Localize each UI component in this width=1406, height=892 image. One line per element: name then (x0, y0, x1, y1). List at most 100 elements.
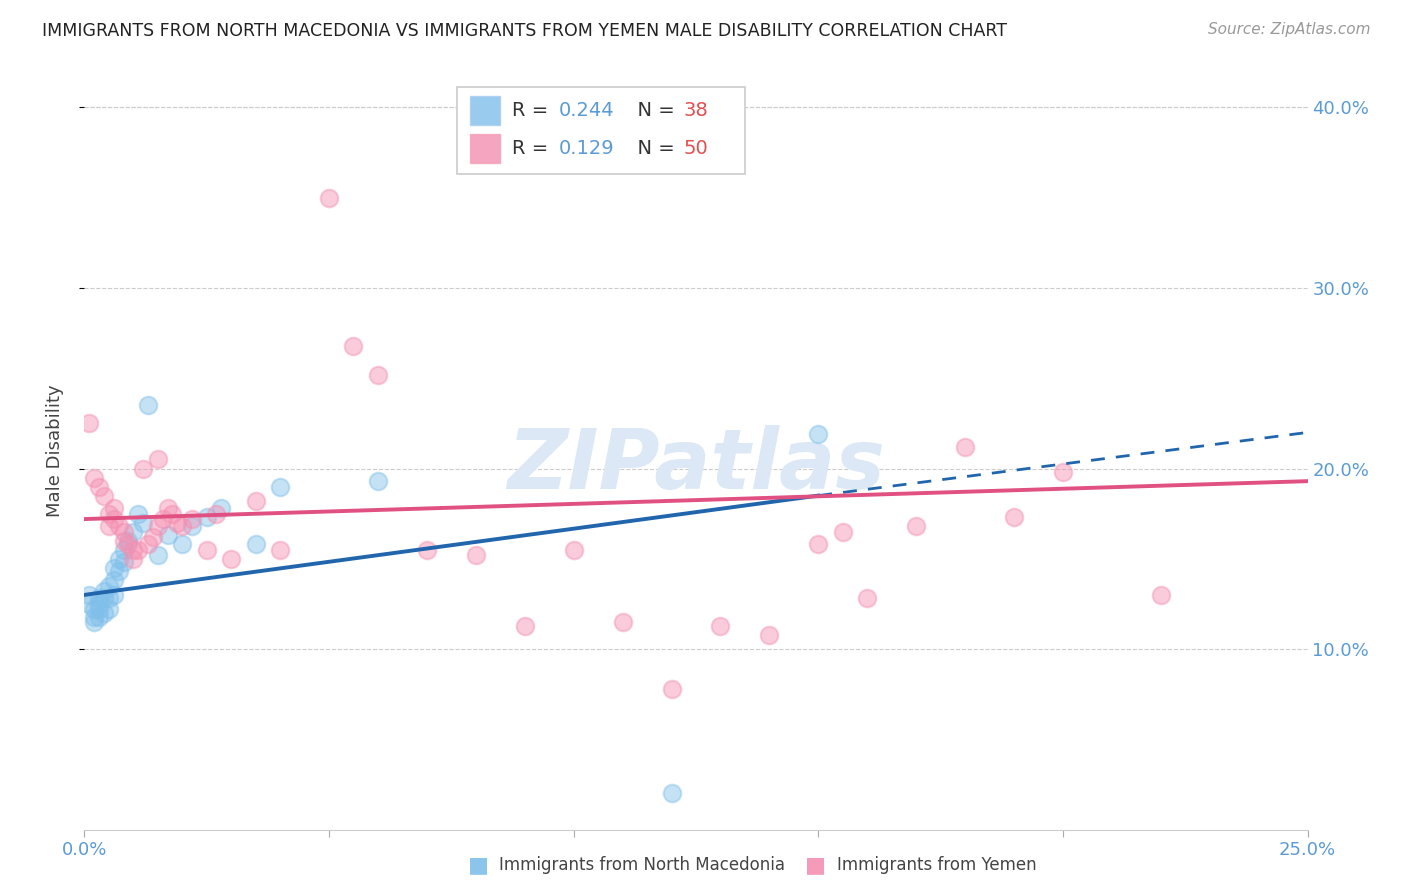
Text: ■: ■ (468, 855, 488, 875)
Text: Source: ZipAtlas.com: Source: ZipAtlas.com (1208, 22, 1371, 37)
Point (172, 519, 194, 533)
Point (122, 551, 145, 566)
Point (661, 681, 683, 696)
Point (107, 519, 129, 533)
Point (195, 542, 218, 557)
Point (1150, 588, 1173, 602)
Point (152, 512, 174, 526)
Point (97, 602, 120, 616)
Point (807, 537, 830, 551)
Point (166, 516, 188, 530)
Point (83, 609, 105, 624)
Point (367, 474, 389, 488)
Point (269, 542, 291, 557)
Point (132, 461, 155, 475)
Point (146, 519, 169, 533)
Point (661, 787, 683, 801)
Point (181, 519, 204, 533)
Text: 0.244: 0.244 (560, 102, 614, 120)
Point (87, 597, 110, 611)
Point (562, 542, 585, 557)
Point (107, 565, 129, 579)
Point (758, 627, 780, 641)
Point (122, 524, 145, 539)
Point (513, 618, 536, 632)
Point (318, 191, 340, 205)
Point (77, 588, 100, 602)
FancyBboxPatch shape (457, 87, 745, 174)
Point (112, 542, 135, 557)
Point (112, 524, 135, 539)
Text: Immigrants from Yemen: Immigrants from Yemen (837, 856, 1036, 874)
Point (156, 501, 179, 516)
Point (245, 494, 267, 508)
Point (367, 368, 389, 382)
Point (87, 479, 110, 493)
Point (172, 537, 194, 551)
Text: N =: N = (626, 102, 681, 120)
Point (103, 574, 125, 588)
Point (831, 524, 853, 539)
Point (195, 510, 218, 524)
Text: R =: R = (513, 102, 555, 120)
Text: 0.129: 0.129 (560, 139, 614, 158)
Point (142, 530, 165, 544)
Point (97, 519, 120, 533)
Point (117, 537, 139, 551)
Text: N =: N = (626, 139, 681, 158)
Point (162, 507, 184, 521)
Point (93, 606, 115, 620)
Point (83, 615, 105, 629)
Text: 50: 50 (683, 139, 709, 158)
Point (612, 615, 634, 629)
Point (464, 548, 486, 562)
Text: R =: R = (513, 139, 561, 158)
Y-axis label: Male Disability: Male Disability (45, 384, 63, 516)
Point (103, 561, 125, 575)
Point (87, 609, 110, 624)
Point (127, 507, 149, 521)
Point (181, 512, 204, 526)
Point (132, 516, 155, 530)
Point (136, 537, 159, 551)
Point (269, 479, 291, 493)
Point (205, 507, 228, 521)
Point (83, 602, 105, 616)
Text: ZIPatlas: ZIPatlas (508, 425, 884, 506)
Point (83, 470, 105, 484)
Point (807, 427, 830, 442)
Point (342, 339, 364, 353)
Point (146, 452, 169, 467)
Point (87, 602, 110, 616)
Point (905, 519, 928, 533)
Point (117, 533, 139, 548)
Point (136, 398, 159, 412)
Text: ■: ■ (806, 855, 825, 875)
Point (156, 528, 179, 542)
Point (103, 588, 125, 602)
Point (97, 507, 120, 521)
Point (77, 417, 100, 431)
Point (107, 551, 129, 566)
Point (709, 618, 731, 632)
Point (245, 537, 267, 551)
Point (112, 533, 135, 548)
Point (122, 542, 145, 557)
Point (97, 591, 120, 606)
Point (953, 440, 976, 454)
Point (112, 555, 135, 569)
Point (77, 597, 100, 611)
Text: Immigrants from North Macedonia: Immigrants from North Macedonia (499, 856, 785, 874)
Point (103, 512, 125, 526)
Point (93, 591, 115, 606)
Point (146, 548, 169, 562)
Point (103, 501, 125, 516)
Point (93, 584, 115, 599)
Point (416, 542, 439, 557)
Point (856, 591, 879, 606)
FancyBboxPatch shape (470, 96, 501, 125)
FancyBboxPatch shape (470, 135, 501, 163)
Text: 38: 38 (683, 102, 709, 120)
Text: IMMIGRANTS FROM NORTH MACEDONIA VS IMMIGRANTS FROM YEMEN MALE DISABILITY CORRELA: IMMIGRANTS FROM NORTH MACEDONIA VS IMMIG… (42, 22, 1007, 40)
Point (209, 501, 232, 516)
